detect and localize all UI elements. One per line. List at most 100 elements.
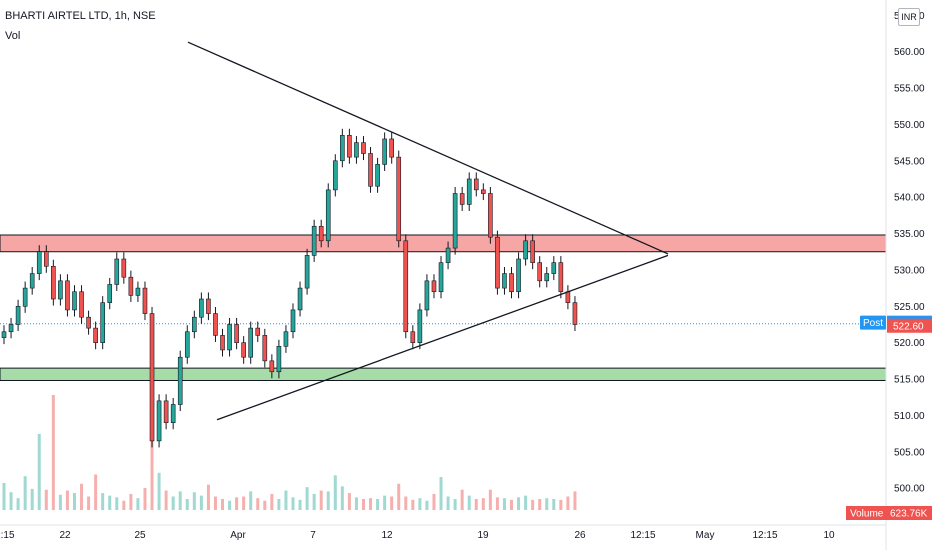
candle	[537, 262, 543, 282]
candle	[488, 193, 493, 238]
trendlines-layer	[187, 41, 669, 421]
volume-bar	[249, 491, 253, 510]
volume-tag	[846, 506, 932, 520]
candle	[396, 156, 402, 242]
volume-bar	[171, 496, 175, 510]
candle	[100, 302, 105, 343]
time-tick-label: 25	[134, 530, 146, 541]
volume-bar	[312, 493, 316, 510]
volume-bar	[129, 493, 133, 510]
volume-bar	[453, 499, 457, 510]
price-tick-label: 530.00	[894, 265, 925, 276]
volume-bar	[552, 499, 556, 510]
volume-bar	[44, 489, 48, 510]
volume-bar	[566, 496, 570, 510]
candle	[121, 258, 127, 278]
post-label: Post	[863, 318, 883, 329]
last-price-label: 522.60	[893, 321, 924, 332]
time-tick-label: 26	[574, 530, 586, 541]
volume-bar	[524, 495, 528, 510]
candle	[177, 356, 183, 405]
symbol-title[interactable]: BHARTI AIRTEL LTD, 1h, NSE	[5, 10, 156, 22]
candle	[410, 331, 416, 343]
candle	[156, 400, 162, 442]
volume-bar	[185, 499, 189, 510]
volume-bar	[115, 497, 119, 510]
volume-bar	[432, 493, 436, 510]
price-axis[interactable]: 565.00560.00555.00550.00545.00540.00535.…	[885, 0, 925, 550]
time-tick-label: 12	[381, 530, 393, 541]
candle	[79, 291, 84, 318]
volume-bar	[270, 493, 274, 510]
volume-bar	[2, 482, 6, 510]
candle	[509, 273, 514, 293]
candle	[135, 287, 141, 296]
candle	[269, 360, 275, 373]
candle	[43, 251, 49, 267]
candle	[438, 262, 444, 293]
post-label-tag	[860, 315, 886, 330]
candle	[206, 298, 211, 314]
volume-bar	[545, 498, 549, 510]
candle	[424, 280, 430, 311]
volume-bar	[108, 495, 112, 510]
volume-bar	[291, 497, 295, 510]
candle	[473, 178, 479, 191]
volume-bar	[178, 491, 182, 510]
time-tick-label: 19	[477, 530, 489, 541]
candle	[354, 142, 359, 158]
volume-bar	[51, 395, 55, 510]
volume-bar	[418, 498, 422, 510]
candle	[163, 400, 169, 423]
candle	[234, 324, 239, 343]
volume-bar	[164, 490, 168, 510]
candle	[361, 142, 366, 154]
volume-bar	[390, 496, 394, 510]
volume-bar	[474, 499, 478, 510]
volume-bar	[157, 472, 161, 510]
volume-bar	[495, 497, 499, 510]
candle	[382, 138, 387, 165]
volume-bar	[87, 496, 91, 510]
candle	[551, 262, 557, 274]
candle	[142, 287, 148, 314]
volume-bar	[30, 488, 34, 510]
time-tick-label: 22	[59, 530, 71, 541]
candle	[375, 164, 380, 187]
price-tick-label: 510.00	[894, 411, 925, 422]
time-tick-label: 7	[310, 530, 316, 541]
volume-bar	[481, 498, 485, 510]
time-axis[interactable]: 12:15 22 25 Apr 7 12 19 26 12:15 May 12:15 10	[0, 524, 886, 541]
volume-bar	[256, 498, 260, 510]
candle	[530, 240, 535, 263]
candle	[241, 342, 246, 358]
resistance-zone	[0, 234, 887, 253]
candle	[51, 265, 56, 300]
volume-bar	[80, 483, 84, 510]
candle	[290, 309, 296, 333]
volume-bar	[235, 497, 239, 510]
currency-button[interactable]: INR	[898, 8, 920, 26]
volume-bar	[284, 490, 288, 510]
candle	[114, 258, 120, 285]
candle	[29, 273, 35, 289]
volume-bar	[65, 490, 69, 510]
volume-bar	[263, 500, 267, 510]
volume-indicator-label[interactable]: Vol	[5, 30, 21, 42]
volume-bar	[354, 497, 358, 510]
price-tick-label: 550.00	[894, 120, 925, 131]
candle	[431, 280, 437, 293]
volume-bar	[510, 499, 514, 510]
volume-bar	[488, 489, 492, 510]
candle	[516, 258, 521, 293]
candle	[304, 255, 310, 289]
volume-bar	[150, 438, 154, 510]
candle	[340, 135, 345, 162]
volume-bar	[9, 492, 13, 510]
price-tick-label: 520.00	[894, 338, 925, 349]
volume-bar	[439, 477, 443, 510]
candle	[227, 324, 232, 351]
